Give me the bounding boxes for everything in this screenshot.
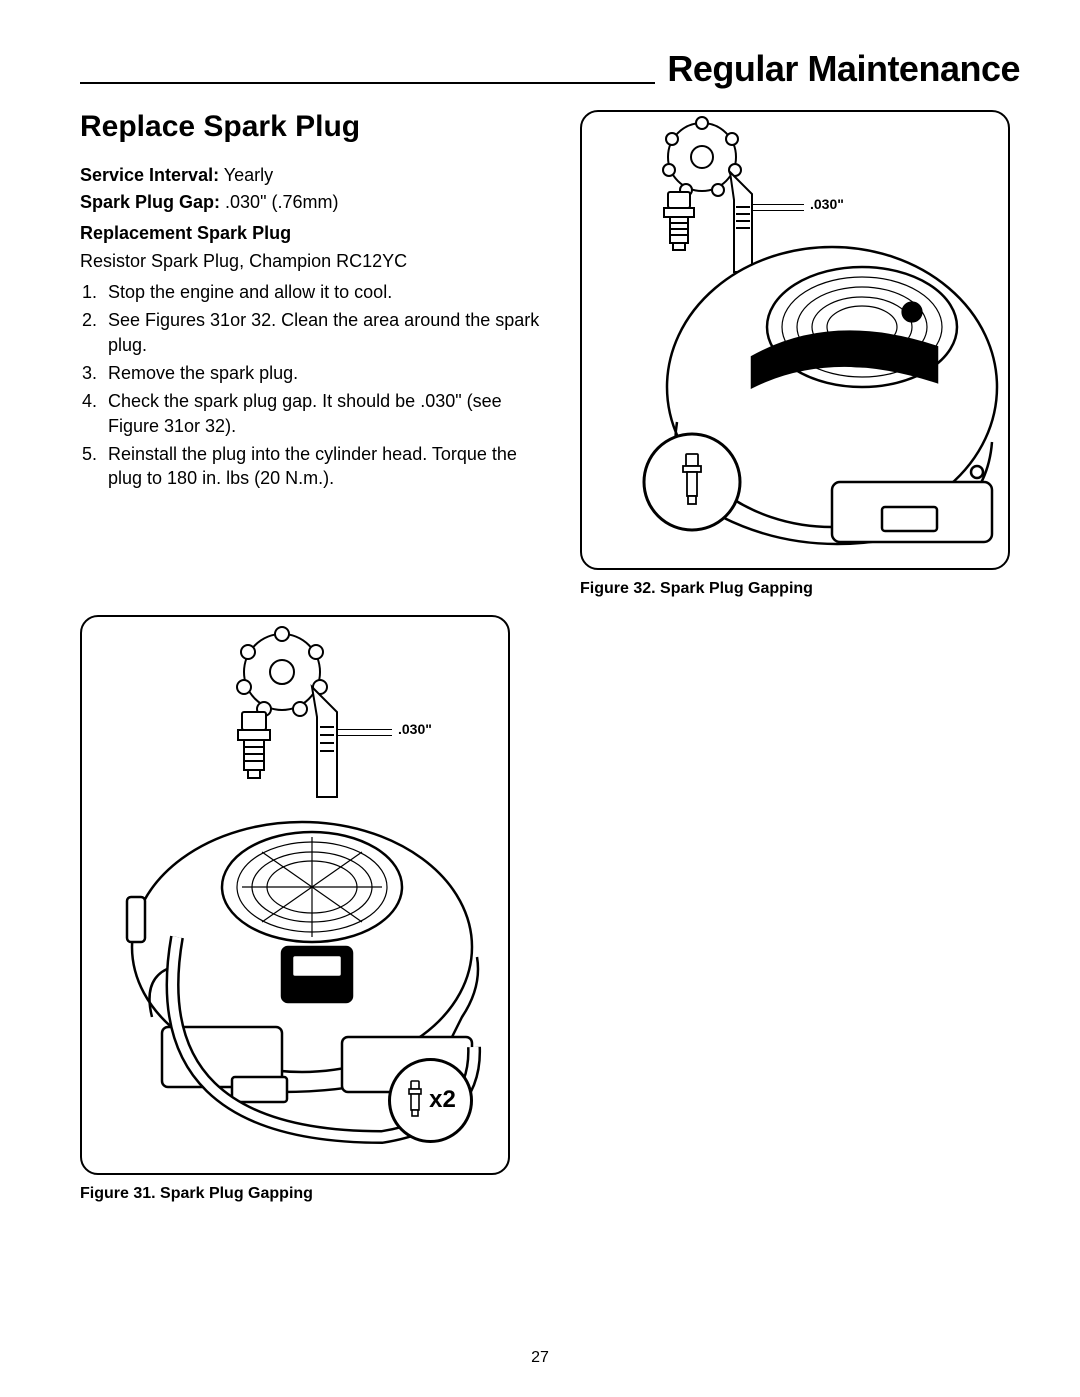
page-number: 27 xyxy=(0,1349,1080,1367)
left-column: Replace Spark Plug Service Interval: Yea… xyxy=(80,110,540,1337)
step-item: Check the spark plug gap. It should be .… xyxy=(102,389,540,438)
gap-label: Spark Plug Gap: xyxy=(80,192,220,212)
step-item: Stop the engine and allow it to cool. xyxy=(102,280,540,304)
page-header: Regular Maintenance xyxy=(655,48,1020,90)
service-interval: Service Interval: Yearly xyxy=(80,162,540,189)
service-interval-value: Yearly xyxy=(219,165,273,185)
figure-32: .030" xyxy=(580,110,1010,570)
gap-value: .030" (.76mm) xyxy=(220,192,338,212)
callout-leader xyxy=(337,729,392,730)
figure-32-caption: Figure 32. Spark Plug Gapping xyxy=(580,580,1020,598)
figure-32-svg xyxy=(582,112,1010,570)
spark-plug-gap: Spark Plug Gap: .030" (.76mm) xyxy=(80,189,540,216)
replacement-heading: Replacement Spark Plug xyxy=(80,220,540,247)
gap-callout: .030" xyxy=(810,196,844,212)
step-item: Remove the spark plug. xyxy=(102,361,540,385)
step-item: Reinstall the plug into the cylinder hea… xyxy=(102,442,540,491)
right-column: .030" Figure 32. Spark Plug Gapping xyxy=(580,110,1020,1337)
callout-leader xyxy=(752,210,804,211)
steps-list: Stop the engine and allow it to cool. Se… xyxy=(102,280,540,494)
x2-badge: x2 xyxy=(388,1058,473,1143)
page: Regular Maintenance Replace Spark Plug S… xyxy=(0,0,1080,1397)
figure-31: .030" x2 xyxy=(80,615,510,1175)
spark-plug-icon xyxy=(405,1079,425,1121)
gap-callout: .030" xyxy=(398,721,432,737)
content-columns: Replace Spark Plug Service Interval: Yea… xyxy=(80,110,1020,1337)
callout-leader xyxy=(752,204,804,205)
service-interval-label: Service Interval: xyxy=(80,165,219,185)
replacement-text: Resistor Spark Plug, Champion RC12YC xyxy=(80,249,540,274)
figure-31-caption: Figure 31. Spark Plug Gapping xyxy=(80,1185,540,1203)
x2-label: x2 xyxy=(429,1086,456,1114)
step-item: See Figures 31or 32. Clean the area arou… xyxy=(102,308,540,357)
section-title: Replace Spark Plug xyxy=(80,110,540,144)
callout-leader xyxy=(337,735,392,736)
